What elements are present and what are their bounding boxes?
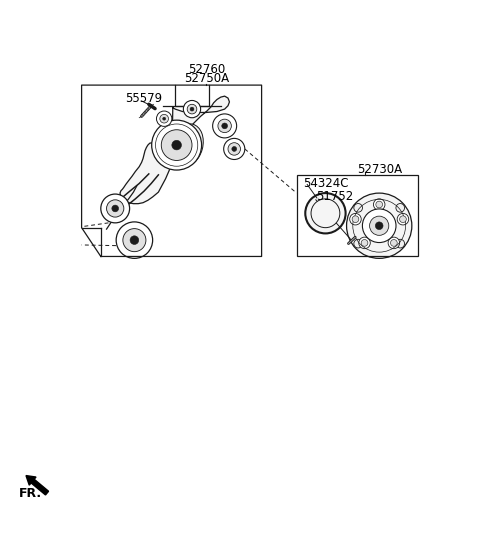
- Circle shape: [107, 200, 124, 217]
- Polygon shape: [120, 96, 229, 203]
- Circle shape: [350, 214, 361, 225]
- Circle shape: [190, 107, 194, 111]
- Circle shape: [160, 115, 168, 123]
- Circle shape: [388, 237, 400, 249]
- Circle shape: [228, 143, 240, 155]
- Text: 55579: 55579: [125, 92, 162, 105]
- Circle shape: [359, 237, 370, 249]
- Circle shape: [354, 203, 362, 212]
- Circle shape: [311, 199, 340, 228]
- Circle shape: [112, 205, 119, 212]
- Circle shape: [354, 239, 362, 248]
- Text: 51752: 51752: [316, 191, 353, 203]
- Circle shape: [130, 236, 139, 244]
- FancyArrow shape: [26, 476, 48, 495]
- Circle shape: [375, 222, 383, 230]
- Circle shape: [152, 120, 202, 170]
- Circle shape: [397, 214, 408, 225]
- Circle shape: [399, 216, 406, 222]
- Circle shape: [183, 101, 201, 118]
- Circle shape: [222, 123, 228, 129]
- Circle shape: [224, 139, 245, 159]
- Text: 52750A: 52750A: [184, 72, 229, 86]
- Circle shape: [361, 240, 368, 247]
- Circle shape: [232, 146, 237, 151]
- Circle shape: [123, 229, 146, 252]
- Circle shape: [391, 240, 397, 247]
- Text: FR.: FR.: [19, 487, 42, 500]
- Circle shape: [362, 209, 396, 243]
- Circle shape: [213, 114, 237, 138]
- Circle shape: [373, 199, 385, 210]
- Circle shape: [161, 130, 192, 160]
- Text: 52730A: 52730A: [358, 163, 403, 176]
- Circle shape: [156, 111, 172, 126]
- Ellipse shape: [176, 131, 197, 160]
- Circle shape: [376, 201, 383, 208]
- Text: 54324C: 54324C: [303, 177, 349, 190]
- Circle shape: [172, 140, 181, 150]
- Circle shape: [396, 239, 405, 248]
- Circle shape: [352, 216, 359, 222]
- Circle shape: [187, 105, 197, 114]
- Circle shape: [101, 194, 130, 223]
- Circle shape: [396, 203, 405, 212]
- Circle shape: [305, 193, 346, 234]
- Circle shape: [370, 216, 389, 235]
- Bar: [297, 175, 418, 257]
- Text: 52760: 52760: [188, 63, 225, 76]
- Circle shape: [116, 222, 153, 258]
- Circle shape: [347, 193, 412, 258]
- Ellipse shape: [171, 124, 203, 167]
- Circle shape: [218, 119, 231, 132]
- Circle shape: [163, 117, 166, 120]
